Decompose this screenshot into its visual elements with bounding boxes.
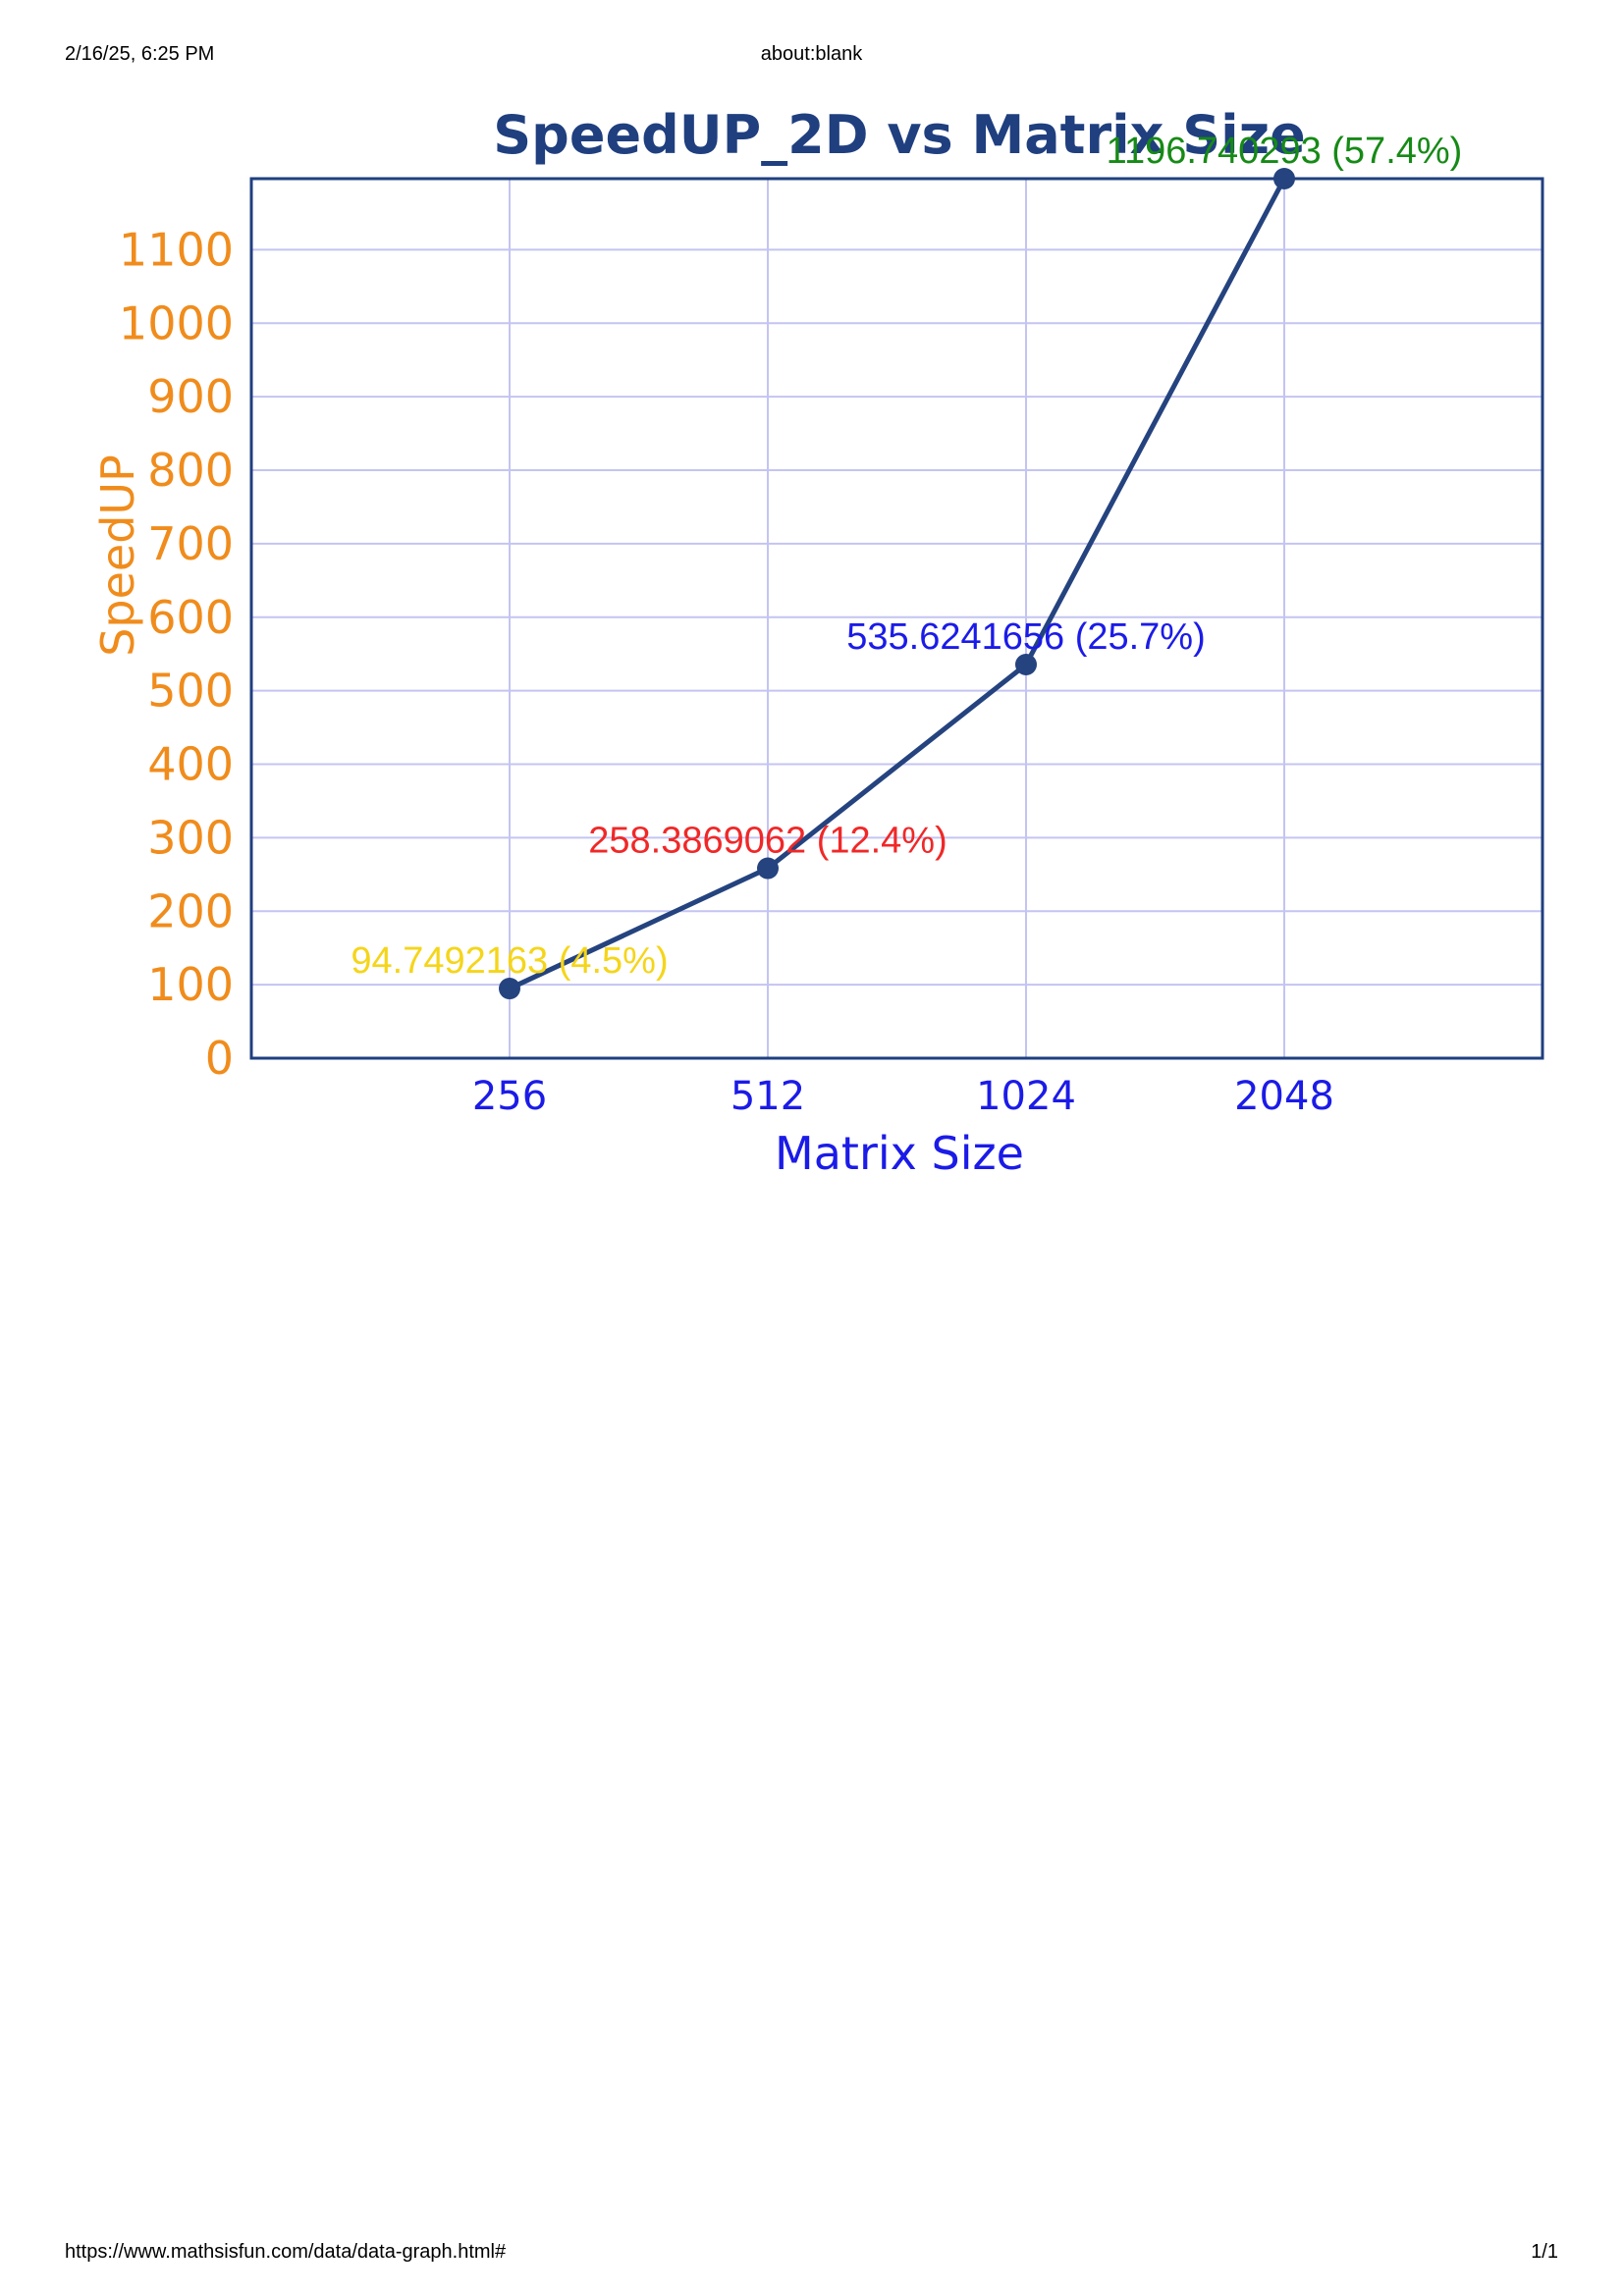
y-tick-label-0: 0 (205, 1032, 234, 1085)
page-url-header: about:blank (760, 43, 863, 65)
y-tick-label-2: 200 (147, 884, 234, 937)
print-date: 2/16/25, 6:25 PM (65, 43, 215, 65)
y-tick-label-9: 900 (147, 370, 234, 423)
data-label-0: 94.7492163 (4.5%) (351, 940, 668, 982)
y-tick-label-5: 500 (147, 665, 234, 718)
series-line (508, 177, 1287, 991)
y-tick-label-10: 1000 (119, 296, 234, 349)
x-axis-ticks: 256 512 1024 2048 (472, 1074, 1334, 1119)
plot-frame (249, 177, 1544, 1060)
page-count: 1/1 (1531, 2241, 1558, 2263)
y-tick-label-11: 1100 (119, 223, 234, 276)
data-point-3 (1273, 168, 1295, 189)
y-tick-label-6: 600 (147, 591, 234, 644)
data-point-0 (499, 978, 520, 1000)
chart-title: SpeedUP_2D vs Matrix Size (493, 104, 1305, 166)
page-url-footer: https://www.mathsisfun.com/data/data-gra… (65, 2241, 507, 2263)
x-tick-label-2: 1024 (976, 1074, 1076, 1119)
x-axis-label: Matrix Size (775, 1127, 1024, 1180)
y-tick-label-3: 300 (147, 811, 234, 864)
data-label-3: 1196.740293 (57.4%) (1107, 131, 1463, 172)
y-tick-label-1: 100 (147, 958, 234, 1011)
y-tick-label-7: 700 (147, 517, 234, 570)
line-chart: SpeedUP_2D vs Matrix Size 0 100 200 300 400 5… (91, 104, 1544, 1180)
y-axis-label: SpeedUP (91, 454, 144, 657)
y-tick-label-4: 400 (147, 738, 234, 791)
data-point-2 (1015, 653, 1037, 675)
x-tick-label-0: 256 (472, 1074, 547, 1119)
data-label-2: 535.6241656 (25.7%) (846, 616, 1206, 658)
data-points (499, 168, 1295, 1000)
data-labels: 94.7492163 (4.5%) 258.3869062 (12.4%) 535.… (351, 131, 1462, 982)
data-label-1: 258.3869062 (12.4%) (588, 821, 947, 862)
data-point-1 (757, 857, 779, 880)
y-axis-ticks: 0 100 200 300 400 500 600 700 800 900 1000 1100 (119, 223, 234, 1085)
x-tick-label-1: 512 (730, 1074, 805, 1119)
y-tick-label-8: 800 (147, 444, 234, 497)
x-tick-label-3: 2048 (1234, 1074, 1334, 1119)
